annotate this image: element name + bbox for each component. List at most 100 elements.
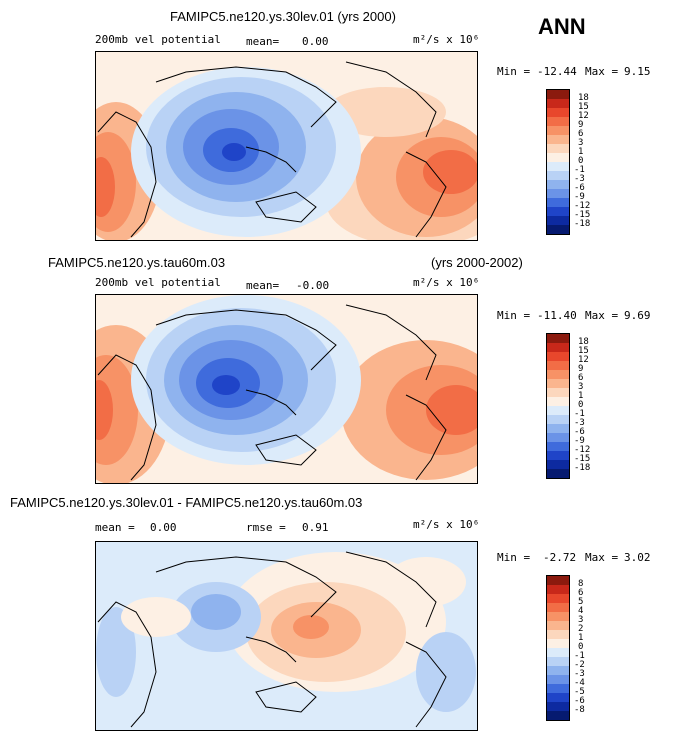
panel3-colorbar-swatch [547, 666, 569, 675]
panel1-max-value: 9.15 [624, 65, 651, 78]
panel1-field-label: 200mb vel potential [95, 33, 221, 46]
panel1-colorbar-swatch [547, 153, 569, 162]
panel3-colorbar-swatch [547, 585, 569, 594]
panel1-colorbar-label: -12 [574, 201, 591, 211]
panel3-colorbar-label: 5 [578, 597, 584, 607]
panel2-colorbar-label: 1 [578, 391, 584, 401]
panel1-colorbar-label: -1 [574, 165, 585, 175]
panel2-colorbar-label: -6 [574, 427, 585, 437]
panel2-colorbar-label: 0 [578, 400, 584, 410]
panel2-min-label: Min = [497, 309, 531, 322]
panel2-years: (yrs 2000-2002) [431, 255, 523, 270]
panel1-colorbar-label: -9 [574, 192, 585, 202]
panel2-colorbar-label: 9 [578, 364, 584, 374]
panel2-colorbar-swatch [547, 343, 569, 352]
panel1-colorbar-swatch [547, 108, 569, 117]
panel3-title: FAMIPC5.ne120.ys.30lev.01 - FAMIPC5.ne12… [10, 495, 363, 510]
panel1-contour-field [96, 52, 477, 240]
panel2-colorbar-swatch [547, 424, 569, 433]
panel3-min-label: Min = [497, 551, 531, 564]
panel2-colorbar-swatch [547, 451, 569, 460]
panel2-colorbar-label: 3 [578, 382, 584, 392]
panel2-colorbar-swatch [547, 406, 569, 415]
panel2-colorbar-swatch [547, 460, 569, 469]
panel2-colorbar-swatch [547, 442, 569, 451]
panel2-colorbar-swatch [547, 352, 569, 361]
panel3-colorbar-swatch [547, 576, 569, 585]
panel1-colorbar-label: -3 [574, 174, 585, 184]
panel2-units: m²/s x 10⁶ [413, 276, 480, 289]
panel3-colorbar-label: 1 [578, 633, 584, 643]
panel2-colorbar-swatch [547, 415, 569, 424]
panel3-colorbar-label: -1 [574, 651, 585, 661]
panel3-units: m²/s x 10⁶ [413, 518, 480, 531]
panel1-colorbar-swatch [547, 189, 569, 198]
panel2-colorbar-swatch [547, 397, 569, 406]
panel2-colorbar-label: 12 [578, 355, 589, 365]
panel1-colorbar-label: 9 [578, 120, 584, 130]
panel1-colorbar-label: 6 [578, 129, 584, 139]
panel1-colorbar-swatch [547, 198, 569, 207]
panel2-colorbar-label: -3 [574, 418, 585, 428]
panel1-colorbar-label: 18 [578, 93, 589, 103]
panel1-colorbar-swatch [547, 180, 569, 189]
panel3-mean-value: 0.00 [150, 521, 177, 534]
panel1-colorbar-label: 3 [578, 138, 584, 148]
panel3-colorbar-label: 2 [578, 624, 584, 634]
panel1-mean-value: 0.00 [302, 35, 329, 48]
panel3-colorbar-label: 6 [578, 588, 584, 598]
panel2-contour-field [96, 295, 477, 483]
panel1-colorbar [546, 89, 570, 235]
panel1-max-label: Max = [585, 65, 619, 78]
panel1-colorbar-swatch [547, 162, 569, 171]
panel1-min-value: -12.44 [537, 65, 577, 78]
panel3-mean-label: mean = [95, 521, 135, 534]
panel3-colorbar-swatch [547, 684, 569, 693]
panel3-colorbar-label: -5 [574, 687, 585, 697]
panel3-min-value: -2.72 [543, 551, 577, 564]
panel1-colorbar-swatch [547, 207, 569, 216]
panel1-title: FAMIPC5.ne120.ys.30lev.01 (yrs 2000) [170, 9, 396, 24]
panel3-colorbar-swatch [547, 657, 569, 666]
panel2-colorbar-swatch [547, 361, 569, 370]
panel1-colorbar-swatch [547, 135, 569, 144]
panel2-colorbar-swatch [547, 334, 569, 343]
panel1-units: m²/s x 10⁶ [413, 33, 480, 46]
panel3-colorbar-swatch [547, 630, 569, 639]
panel2-colorbar-swatch [547, 433, 569, 442]
panel2-colorbar-swatch [547, 370, 569, 379]
panel3-rmse-label: rmse = [246, 521, 286, 534]
panel1-colorbar-swatch [547, 216, 569, 225]
panel1-colorbar-label: 0 [578, 156, 584, 166]
panel3-colorbar-label: -3 [574, 669, 585, 679]
panel3-colorbar-swatch [547, 711, 569, 720]
panel1-colorbar-swatch [547, 225, 569, 234]
panel1-map [95, 51, 478, 241]
panel2-colorbar-label: 15 [578, 346, 589, 356]
panel2-max-label: Max = [585, 309, 619, 322]
panel3-colorbar-label: -6 [574, 696, 585, 706]
panel3-colorbar [546, 575, 570, 721]
panel2-colorbar [546, 333, 570, 479]
panel2-map [95, 294, 478, 484]
panel2-colorbar-swatch [547, 388, 569, 397]
panel1-colorbar-label: 1 [578, 147, 584, 157]
panel3-colorbar-swatch [547, 702, 569, 711]
panel1-colorbar-swatch [547, 117, 569, 126]
panel2-colorbar-label: -18 [574, 463, 591, 473]
panel1-colorbar-label: -18 [574, 219, 591, 229]
panel2-mean-label: mean= [246, 279, 280, 292]
panel2-title: FAMIPC5.ne120.ys.tau60m.03 [48, 255, 226, 270]
panel3-colorbar-label: -8 [574, 705, 585, 715]
panel2-mean-value: -0.00 [296, 279, 330, 292]
panel3-colorbar-label: 3 [578, 615, 584, 625]
panel1-colorbar-swatch [547, 99, 569, 108]
panel1-colorbar-swatch [547, 126, 569, 135]
panel2-colorbar-label: -15 [574, 454, 591, 464]
panel3-colorbar-swatch [547, 648, 569, 657]
panel2-min-value: -11.40 [537, 309, 577, 322]
panel1-colorbar-label: -15 [574, 210, 591, 220]
panel1-colorbar-label: -6 [574, 183, 585, 193]
season-label: ANN [538, 14, 586, 39]
panel3-colorbar-swatch [547, 603, 569, 612]
